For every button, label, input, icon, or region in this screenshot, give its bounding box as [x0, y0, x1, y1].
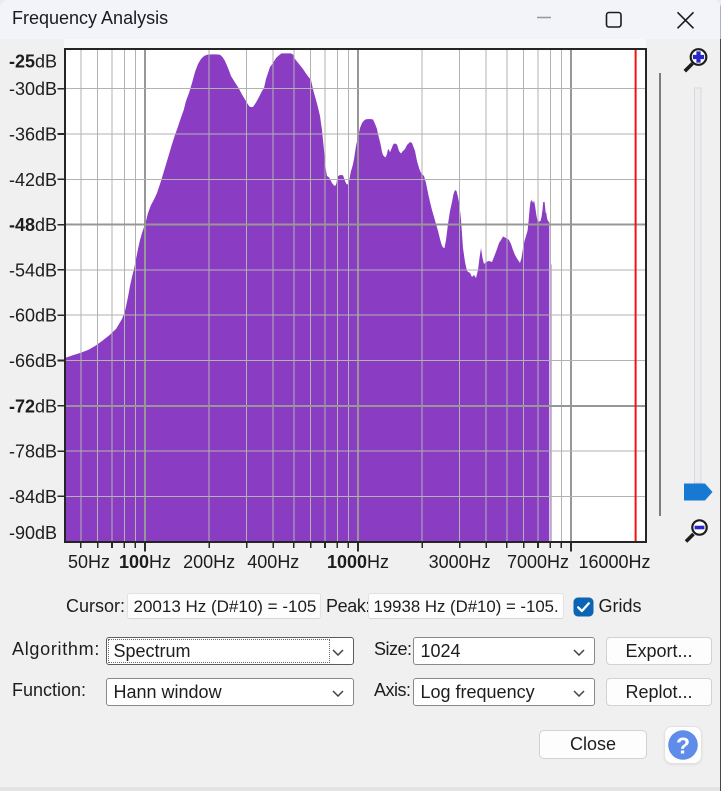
- svg-text:-48dB: -48dB: [9, 215, 57, 235]
- svg-text:?: ?: [676, 733, 690, 759]
- svg-text:7000Hz: 7000Hz: [507, 552, 569, 572]
- svg-text:-60dB: -60dB: [9, 306, 57, 326]
- svg-text:-36dB: -36dB: [9, 125, 57, 145]
- svg-text:3000Hz: 3000Hz: [429, 552, 491, 572]
- svg-text:200Hz: 200Hz: [183, 552, 235, 572]
- svg-text:400Hz: 400Hz: [247, 552, 299, 572]
- svg-text:100Hz: 100Hz: [119, 552, 171, 572]
- svg-text:-25dB: -25dB: [9, 52, 57, 72]
- svg-text:16000Hz: 16000Hz: [578, 552, 650, 572]
- svg-text:-54dB: -54dB: [9, 260, 57, 280]
- svg-text:1000Hz: 1000Hz: [327, 552, 389, 572]
- svg-text:-42dB: -42dB: [9, 170, 57, 190]
- svg-text:-66dB: -66dB: [9, 351, 57, 371]
- svg-text:50Hz: 50Hz: [68, 552, 110, 572]
- svg-text:-78dB: -78dB: [9, 442, 57, 462]
- svg-text:-84dB: -84dB: [9, 487, 57, 507]
- svg-text:-90dB: -90dB: [9, 523, 57, 543]
- svg-text:-72dB: -72dB: [9, 396, 57, 416]
- svg-text:-30dB: -30dB: [9, 79, 57, 99]
